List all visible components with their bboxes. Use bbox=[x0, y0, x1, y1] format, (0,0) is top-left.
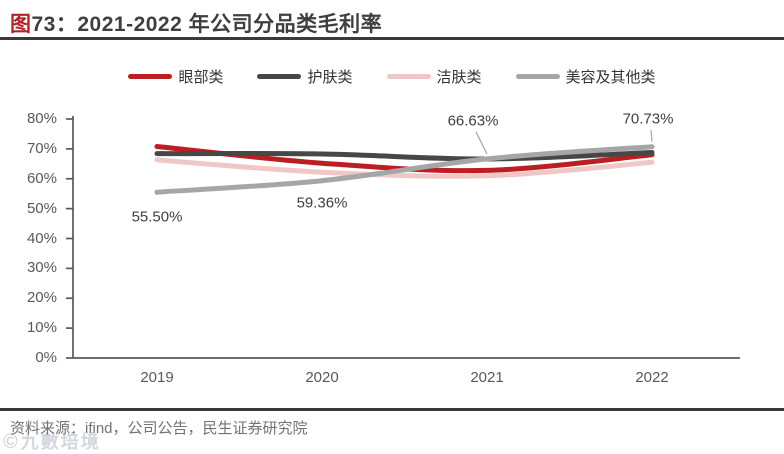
y-tick-label: 0% bbox=[35, 349, 57, 366]
legend-item-护肤类: 护肤类 bbox=[257, 66, 353, 87]
title-divider bbox=[0, 37, 784, 40]
x-tick-label: 2020 bbox=[305, 369, 339, 386]
data-label-2020: 59.36% bbox=[296, 194, 348, 212]
data-label-2021: 66.63% bbox=[447, 112, 499, 130]
data-label-leader-line bbox=[475, 131, 488, 155]
source-note: 资料来源：ifind，公司公告，民生证券研究院 bbox=[10, 420, 308, 437]
y-tick-label: 10% bbox=[26, 319, 57, 337]
y-tick-label: 50% bbox=[26, 199, 57, 217]
legend-item-美容及其他类: 美容及其他类 bbox=[515, 66, 656, 87]
figure-title-number: 73： bbox=[31, 13, 78, 36]
legend-line-swatch bbox=[257, 74, 302, 79]
legend-label: 护肤类 bbox=[307, 69, 353, 86]
legend-label: 眼部类 bbox=[178, 69, 224, 86]
y-tick-label: 70% bbox=[26, 139, 57, 157]
y-tick-label: 80% bbox=[26, 110, 57, 127]
y-tick-label: 20% bbox=[26, 289, 57, 307]
data-label-leader-line bbox=[650, 129, 653, 142]
x-tick-label: 2019 bbox=[140, 369, 174, 386]
legend-item-眼部类: 眼部类 bbox=[128, 66, 223, 87]
legend-label: 美容及其他类 bbox=[565, 69, 656, 86]
data-label-2022: 70.73% bbox=[622, 110, 674, 128]
y-tick-label: 30% bbox=[26, 259, 57, 277]
legend-line-swatch bbox=[386, 74, 431, 79]
figure-title-text: 2021-2022 年公司分品类毛利率 bbox=[77, 13, 383, 36]
watermark: © 九數培境 bbox=[3, 428, 101, 454]
series-line-护肤类 bbox=[154, 150, 655, 162]
watermark-logo-icon: © bbox=[3, 431, 18, 453]
figure-title-prefix: 图 bbox=[10, 13, 32, 36]
legend-line-swatch bbox=[515, 74, 560, 79]
series-line-洁肤类 bbox=[154, 157, 655, 179]
legend-item-洁肤类: 洁肤类 bbox=[386, 66, 482, 87]
x-tick-label: 2021 bbox=[470, 369, 504, 386]
chart-legend: 眼部类 护肤类 洁肤类 美容及其他类 bbox=[0, 66, 784, 87]
y-tick-label: 40% bbox=[26, 229, 57, 247]
y-tick-label: 60% bbox=[26, 169, 57, 187]
x-tick-label: 2022 bbox=[635, 369, 669, 386]
series-line-美容及其他类 bbox=[154, 144, 655, 195]
figure-title: 图73：2021-2022 年公司分品类毛利率 bbox=[10, 8, 382, 38]
watermark-text: 九數培境 bbox=[20, 432, 101, 452]
legend-line-swatch bbox=[128, 74, 173, 79]
legend-label: 洁肤类 bbox=[436, 69, 482, 86]
source-divider bbox=[0, 408, 784, 411]
data-label-2019: 55.50% bbox=[131, 208, 183, 226]
